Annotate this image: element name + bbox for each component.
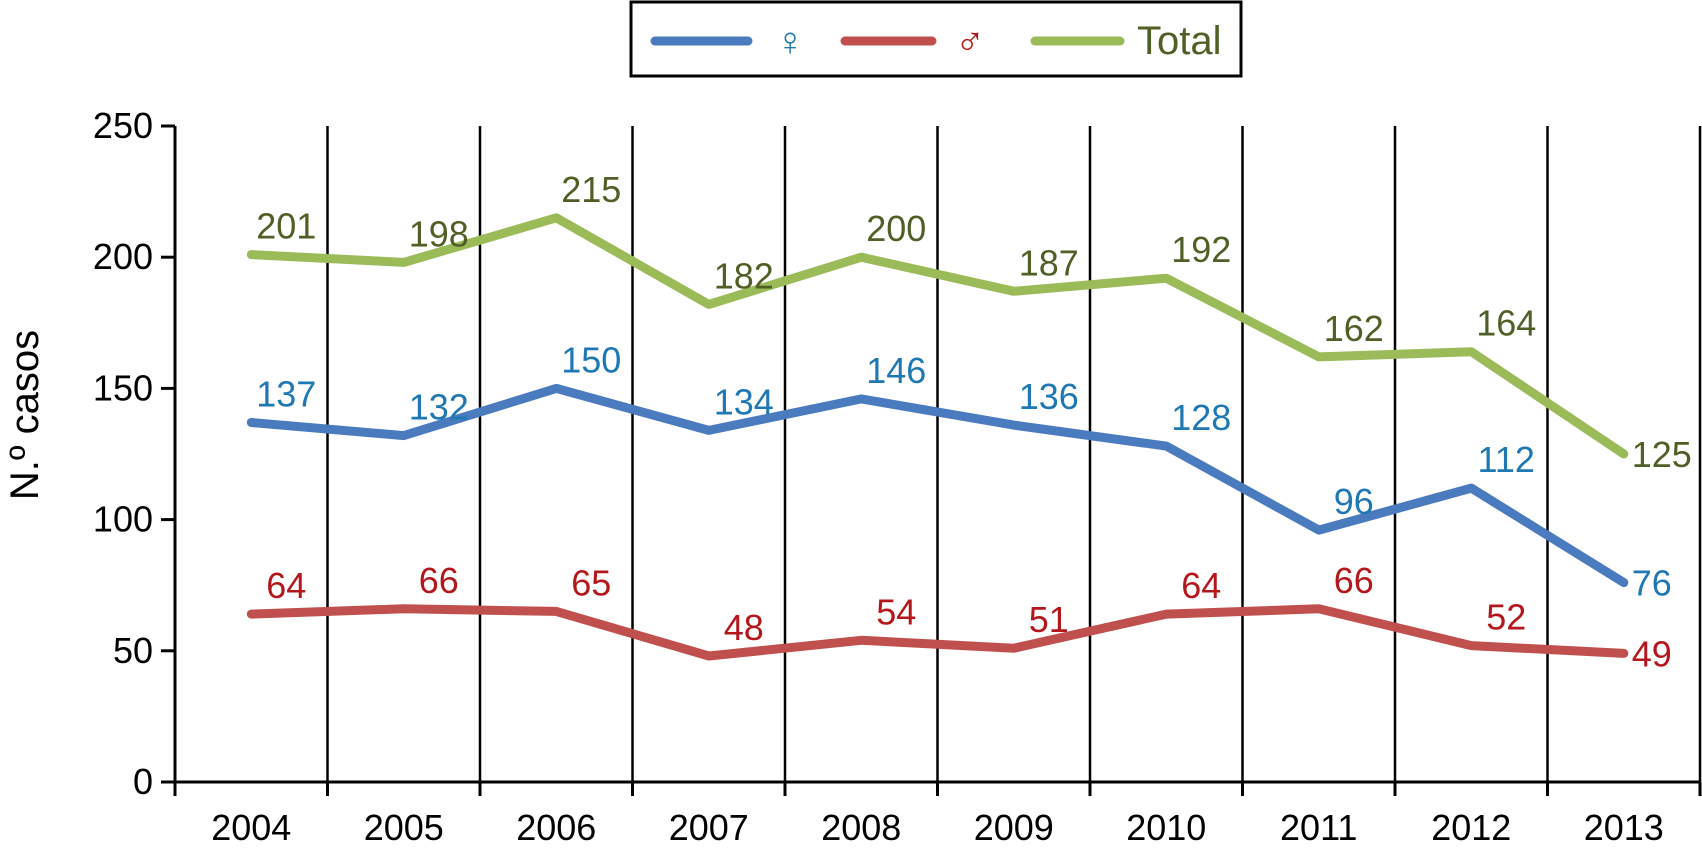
y-tick-label: 250 <box>93 105 153 146</box>
data-label: 162 <box>1324 308 1384 349</box>
data-label: 51 <box>1029 599 1069 640</box>
legend-label-total: Total <box>1137 19 1222 63</box>
data-label: 52 <box>1486 597 1526 638</box>
data-label: 66 <box>1334 560 1374 601</box>
x-tick-label: 2009 <box>974 807 1054 848</box>
vertical-gridlines <box>326 126 1702 782</box>
data-label: 200 <box>866 208 926 249</box>
legend-label-male: ♂ <box>955 20 985 64</box>
y-tick-label: 0 <box>133 761 153 802</box>
data-label: 125 <box>1632 434 1692 475</box>
data-label: 128 <box>1171 397 1231 438</box>
data-label: 134 <box>714 381 774 422</box>
y-tick-label: 150 <box>93 367 153 408</box>
data-label: 54 <box>876 591 916 632</box>
data-label: 164 <box>1476 303 1536 344</box>
data-label: 132 <box>409 387 469 428</box>
legend-label-female: ♀ <box>775 20 805 64</box>
series-line-2 <box>246 213 1629 459</box>
data-label: 146 <box>866 350 926 391</box>
data-label: 66 <box>419 560 459 601</box>
data-label: 182 <box>714 255 774 296</box>
y-tick-label: 50 <box>113 630 153 671</box>
data-label: 192 <box>1171 229 1231 270</box>
data-label: 49 <box>1632 633 1672 674</box>
x-tick-label: 2013 <box>1584 807 1664 848</box>
data-labels: 137 132 150 134 146 136 128 96 112 76 64 66 65 48 54 51… <box>256 169 1692 675</box>
x-tick-label: 2005 <box>364 807 444 848</box>
x-tick-label: 2007 <box>669 807 749 848</box>
x-tick-label: 2011 <box>1280 807 1357 848</box>
x-tick-label: 2010 <box>1126 807 1206 848</box>
series-lines <box>246 213 1629 661</box>
axes: 0 50 100 150 200 250 2004 2005 2006 2007 2008 2009 2… <box>93 105 1702 848</box>
x-tick-label: 2012 <box>1431 807 1511 848</box>
y-tick-label: 200 <box>93 236 153 277</box>
series-line-1 <box>246 604 1629 661</box>
data-label: 136 <box>1019 376 1079 417</box>
x-tick-label: 2008 <box>821 807 901 848</box>
legend: ♀ ♂ Total <box>629 0 1243 78</box>
data-label: 201 <box>256 206 316 247</box>
data-label: 65 <box>571 562 611 603</box>
data-label: 137 <box>256 374 316 415</box>
data-label: 215 <box>561 169 621 210</box>
series-line-0 <box>246 383 1629 588</box>
x-tick-label: 2004 <box>211 807 291 848</box>
data-label: 198 <box>409 213 469 254</box>
data-label: 150 <box>561 339 621 380</box>
data-label: 76 <box>1632 563 1672 604</box>
data-label: 96 <box>1334 481 1374 522</box>
data-label: 48 <box>724 607 764 648</box>
data-label: 112 <box>1478 439 1535 480</box>
data-label: 64 <box>1181 565 1221 606</box>
x-tick-label: 2006 <box>516 807 596 848</box>
data-label: 64 <box>266 565 306 606</box>
data-label: 187 <box>1019 242 1079 283</box>
y-axis-title: N.º casos <box>3 330 47 500</box>
y-tick-label: 100 <box>93 499 153 540</box>
